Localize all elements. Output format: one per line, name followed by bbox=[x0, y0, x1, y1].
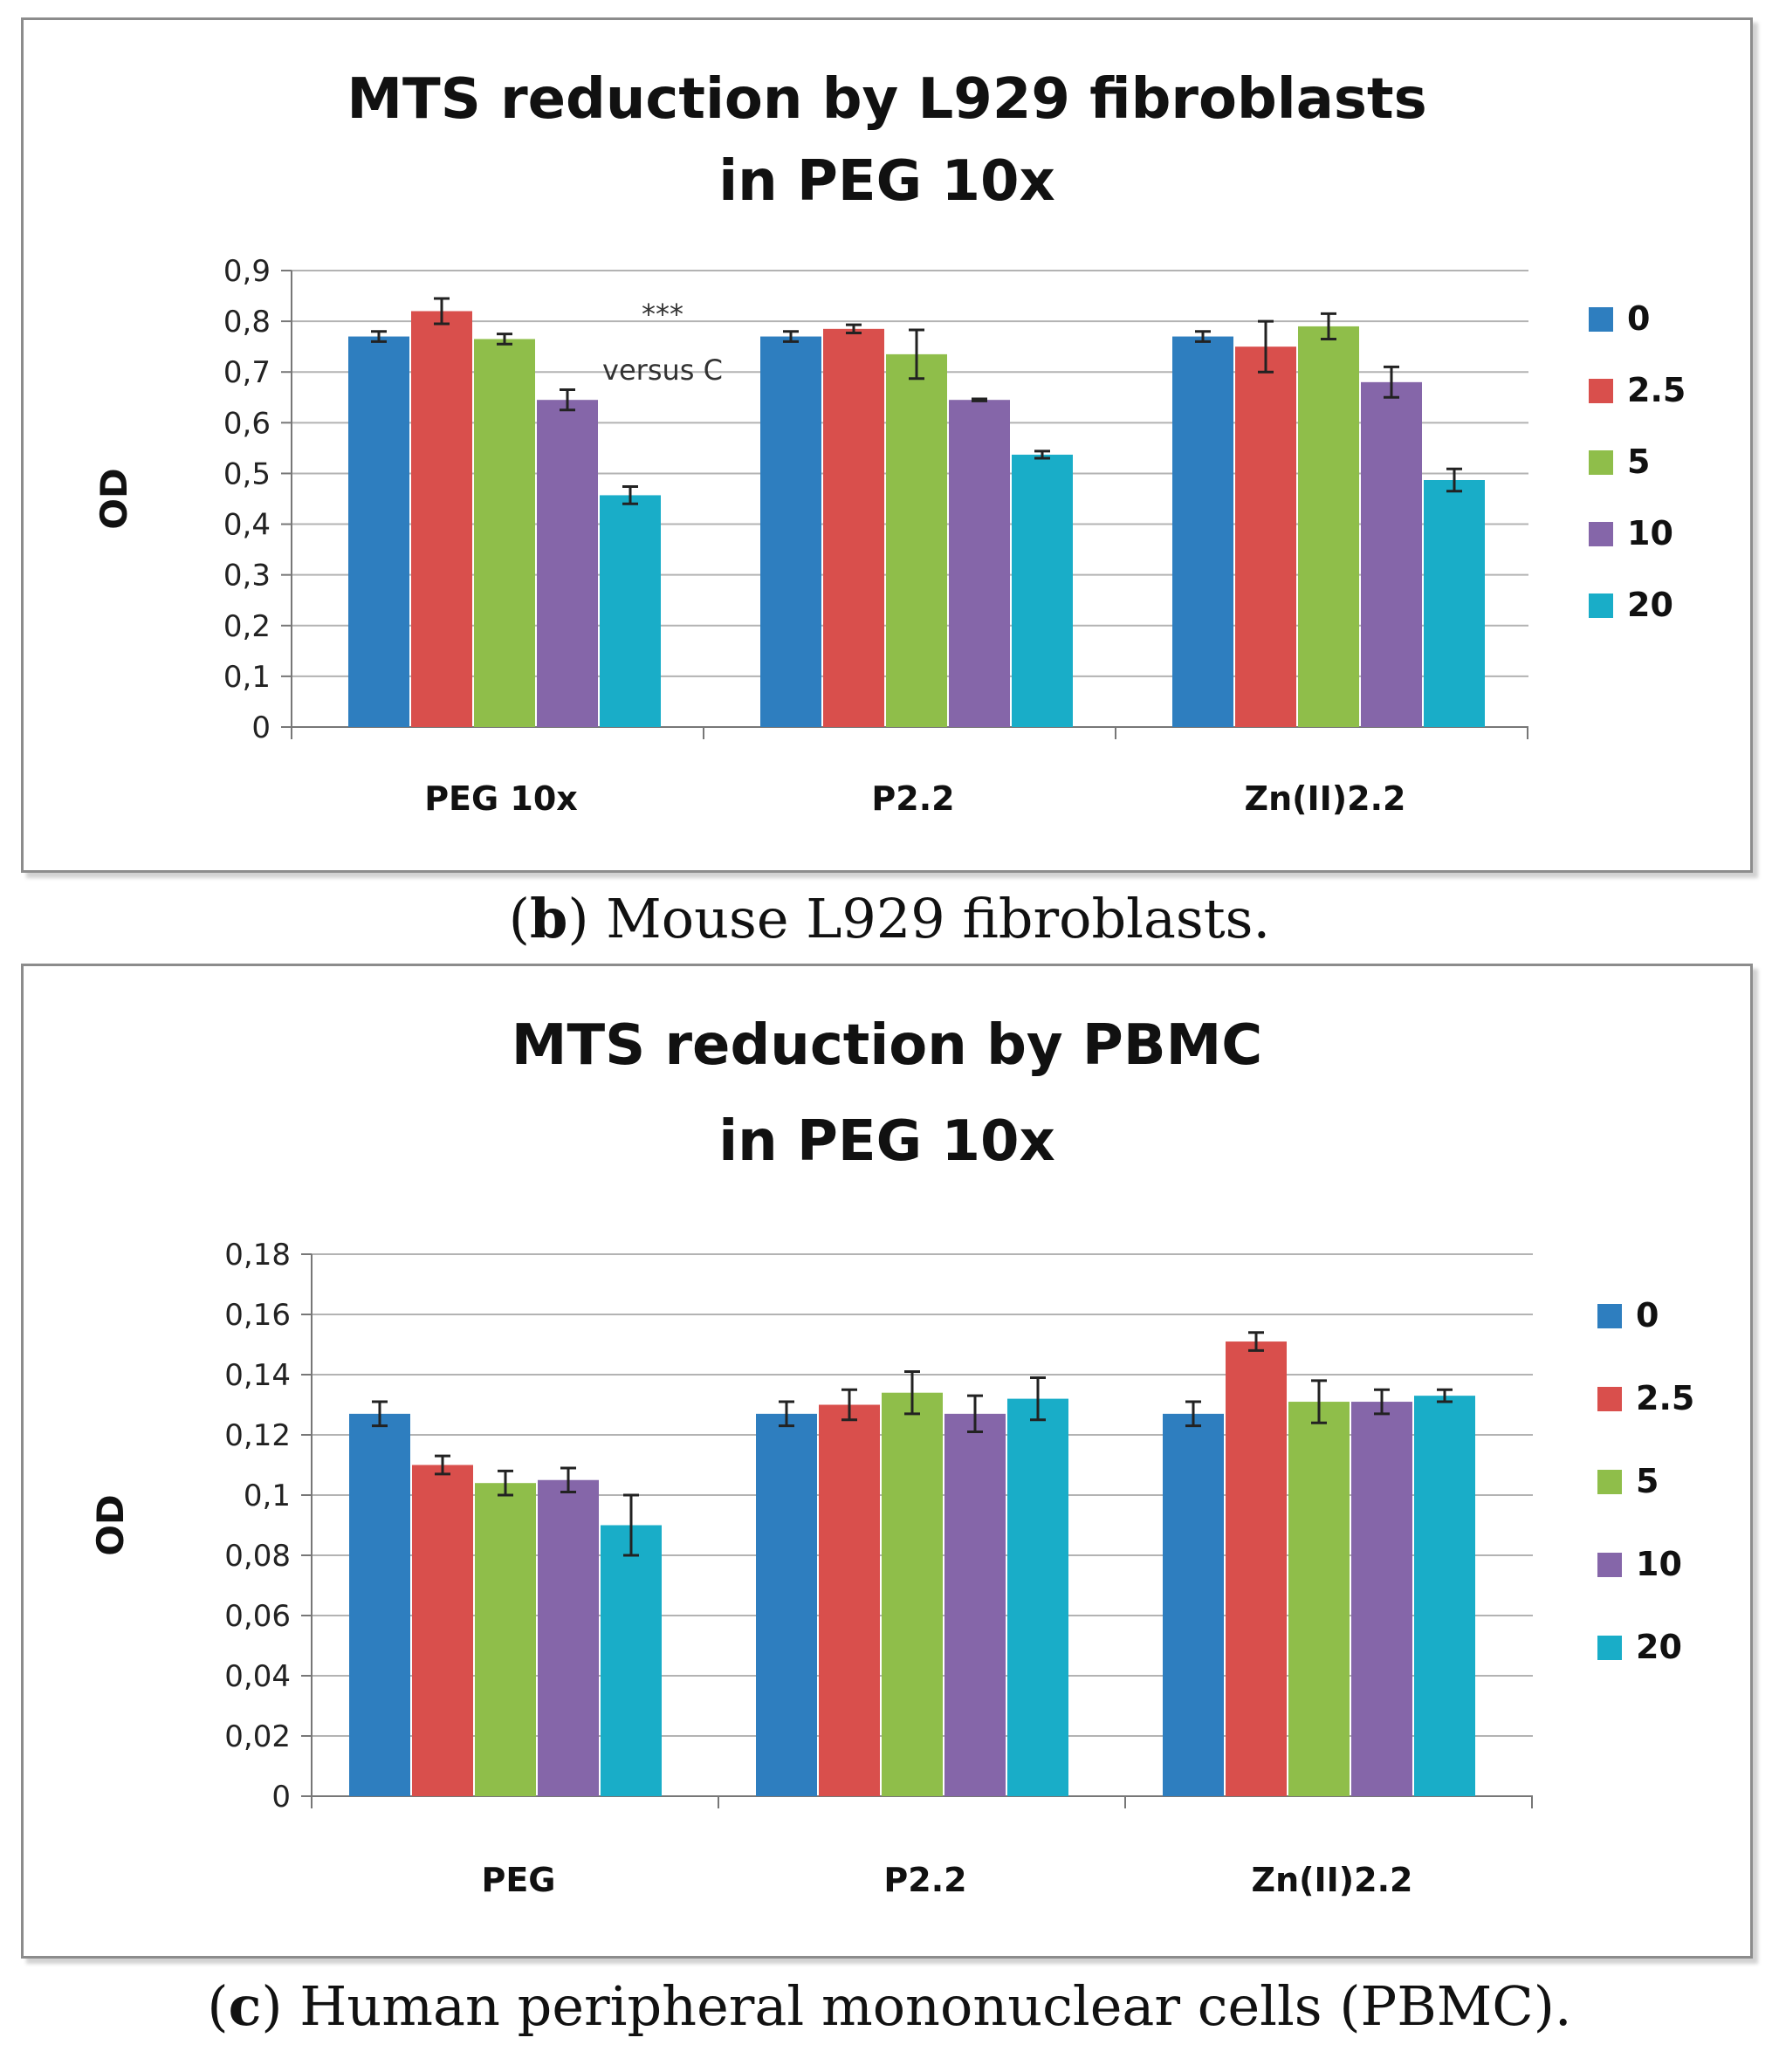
legend-swatch-2.5 bbox=[1597, 1387, 1622, 1411]
legend-label-0: 0 bbox=[1627, 299, 1650, 338]
caption-c: (c) Human peripheral mononuclear cells (… bbox=[207, 1974, 1572, 2038]
bar-peg-2.5 bbox=[412, 1465, 473, 1796]
bar-peg-10 bbox=[538, 1479, 599, 1796]
legend-label-5: 5 bbox=[1636, 1462, 1659, 1500]
bar-peg10x-20 bbox=[600, 495, 661, 727]
y-axis-label: OD bbox=[89, 1494, 132, 1556]
y-tick-label: 0,08 bbox=[224, 1539, 291, 1574]
caption-c-label: c bbox=[228, 1974, 262, 2038]
bar-p22-5 bbox=[882, 1392, 943, 1796]
bar-p22-0 bbox=[760, 336, 821, 727]
bar-znii22-10 bbox=[1361, 381, 1422, 727]
legend-swatch-2.5 bbox=[1589, 379, 1613, 403]
chart-panel-b: MTS reduction by L929 fibroblasts in PEG … bbox=[21, 17, 1753, 873]
bar-znii22-10 bbox=[1351, 1402, 1412, 1796]
y-tick-label: 0,02 bbox=[224, 1719, 291, 1754]
bar-peg10x-2.5 bbox=[411, 311, 472, 727]
legend-label-20: 20 bbox=[1636, 1628, 1682, 1666]
bar-znii22-2.5 bbox=[1235, 346, 1296, 727]
chart-b: MTS reduction by L929 fibroblasts in PEG … bbox=[93, 67, 1686, 818]
bar-peg10x-5 bbox=[474, 339, 535, 727]
caption-b-text: Mouse L929 fibroblasts. bbox=[588, 887, 1271, 950]
y-tick-label: 0,2 bbox=[223, 609, 271, 644]
legend-swatch-0 bbox=[1589, 307, 1613, 332]
caption-b-label: b bbox=[530, 887, 568, 950]
y-tick-label: 0,8 bbox=[223, 305, 271, 340]
y-tick-label: 0,4 bbox=[223, 508, 271, 543]
x-category-label: P2.2 bbox=[871, 779, 954, 818]
legend-label-2.5: 2.5 bbox=[1627, 371, 1686, 409]
x-category-label: Zn(II)2.2 bbox=[1252, 1861, 1413, 1899]
legend-swatch-5 bbox=[1597, 1470, 1622, 1494]
legend-swatch-10 bbox=[1597, 1553, 1622, 1577]
y-tick-label: 0,3 bbox=[223, 559, 271, 593]
y-tick-label: 0,18 bbox=[224, 1238, 291, 1273]
legend-label-5: 5 bbox=[1627, 443, 1650, 481]
y-tick-label: 0,1 bbox=[244, 1479, 291, 1513]
annotation-2: versus C bbox=[602, 353, 723, 387]
chart-title-line-2: in PEG 10x bbox=[718, 1109, 1055, 1174]
bar-znii22-20 bbox=[1414, 1396, 1475, 1796]
legend-label-20: 20 bbox=[1627, 586, 1673, 624]
bar-znii22-2.5 bbox=[1226, 1341, 1287, 1796]
legend-swatch-10 bbox=[1589, 522, 1613, 546]
annotation-1: *** bbox=[642, 298, 683, 331]
legend-swatch-5 bbox=[1589, 450, 1613, 475]
x-category-label: P2.2 bbox=[883, 1861, 966, 1899]
y-tick-label: 0,5 bbox=[223, 456, 271, 491]
y-tick-label: 0,1 bbox=[223, 660, 271, 695]
y-tick-label: 0,06 bbox=[224, 1599, 291, 1634]
caption-b: (b) Mouse L929 fibroblasts. bbox=[508, 887, 1271, 950]
caption-c-text: Human peripheral mononuclear cells (PBMC… bbox=[282, 1974, 1572, 2038]
x-category-label: PEG 10x bbox=[424, 779, 578, 818]
chart-title-line-1: MTS reduction by L929 fibroblasts bbox=[347, 67, 1426, 132]
y-tick-label: 0 bbox=[271, 1780, 291, 1815]
bar-p22-2.5 bbox=[819, 1404, 880, 1796]
legend-label-10: 10 bbox=[1627, 514, 1673, 552]
legend-label-0: 0 bbox=[1636, 1296, 1659, 1334]
bar-peg10x-0 bbox=[348, 336, 409, 727]
legend-label-2.5: 2.5 bbox=[1636, 1379, 1694, 1417]
bar-p22-20 bbox=[1007, 1398, 1068, 1796]
bar-peg-5 bbox=[475, 1483, 536, 1796]
bar-p22-2.5 bbox=[823, 328, 884, 727]
y-tick-label: 0,16 bbox=[224, 1298, 291, 1333]
bar-znii22-20 bbox=[1424, 479, 1485, 727]
y-tick-label: 0,7 bbox=[223, 355, 271, 390]
bar-znii22-5 bbox=[1298, 326, 1359, 727]
bar-peg10x-10 bbox=[537, 400, 598, 727]
legend-swatch-20 bbox=[1597, 1636, 1622, 1660]
chart-c: MTS reduction by PBMC in PEG 10x 0 0,02 0,04… bbox=[89, 1013, 1694, 1899]
legend-swatch-0 bbox=[1597, 1304, 1622, 1328]
chart-title-line-2: in PEG 10x bbox=[718, 149, 1055, 214]
chart-panel-c: MTS reduction by PBMC in PEG 10x 0 0,02 0,04… bbox=[21, 964, 1753, 1959]
y-tick-label: 0 bbox=[251, 710, 271, 745]
bar-p22-10 bbox=[944, 1413, 1006, 1796]
bar-p22-0 bbox=[756, 1413, 817, 1796]
x-category-label: Zn(II)2.2 bbox=[1245, 779, 1406, 818]
legend-swatch-20 bbox=[1589, 593, 1613, 618]
bar-p22-20 bbox=[1012, 454, 1073, 727]
y-tick-label: 0,6 bbox=[223, 406, 271, 441]
y-tick-label: 0,04 bbox=[224, 1659, 291, 1694]
y-tick-label: 0,14 bbox=[224, 1358, 291, 1393]
x-category-label: PEG bbox=[482, 1861, 556, 1899]
legend-label-10: 10 bbox=[1636, 1545, 1682, 1583]
bar-p22-5 bbox=[886, 353, 947, 727]
y-tick-label: 0,9 bbox=[223, 254, 271, 289]
y-axis-label: OD bbox=[93, 468, 135, 530]
bar-znii22-0 bbox=[1163, 1413, 1224, 1796]
chart-title-line-1: MTS reduction by PBMC bbox=[512, 1013, 1263, 1078]
bar-znii22-5 bbox=[1288, 1402, 1350, 1796]
bar-p22-10 bbox=[949, 400, 1010, 727]
bar-znii22-0 bbox=[1172, 336, 1233, 727]
y-tick-label: 0,12 bbox=[224, 1418, 291, 1453]
bar-peg-20 bbox=[601, 1525, 662, 1796]
bar-peg-0 bbox=[349, 1413, 410, 1796]
